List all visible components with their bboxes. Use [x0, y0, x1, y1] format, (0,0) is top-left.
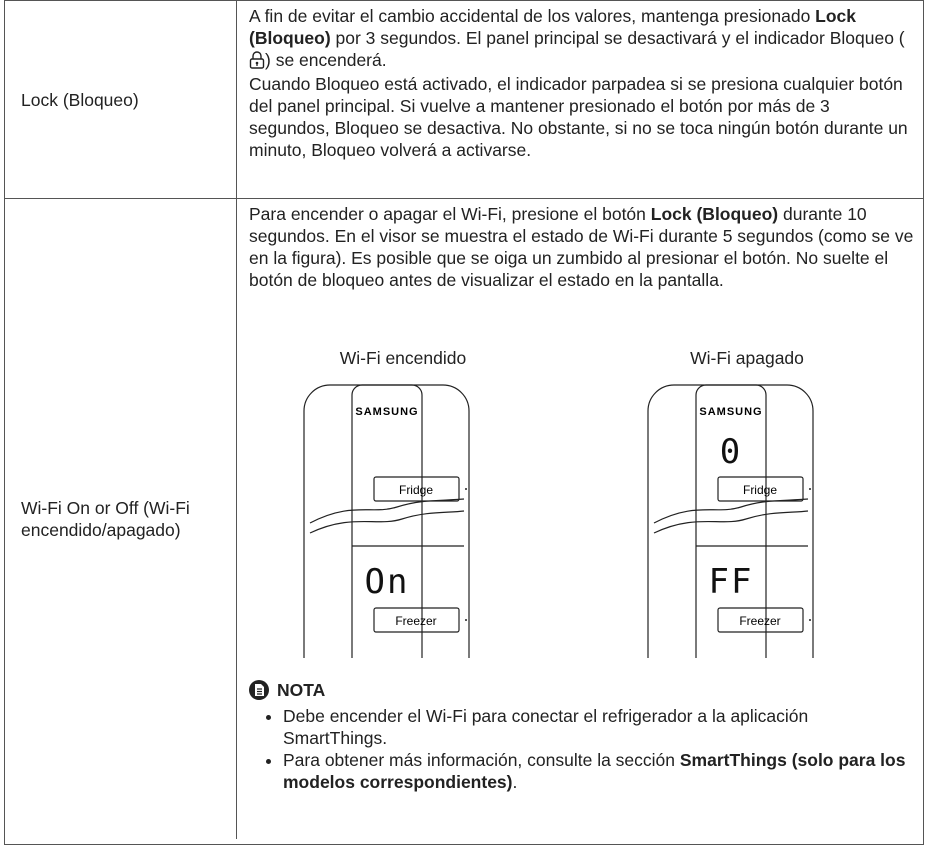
table-row: Wi-Fi On or Off (Wi-Fi encendido/apagado…: [5, 199, 923, 859]
text: Cuando Bloqueo está activado, el indicad…: [249, 74, 908, 160]
page: Lock (Bloqueo) A fin de evitar el cambio…: [0, 0, 929, 840]
note: NOTA Debe encender el Wi-Fi para conecta…: [249, 679, 915, 793]
row-label: Wi-Fi On or Off (Wi-Fi encendido/apagado…: [5, 199, 237, 839]
button: [373, 476, 460, 502]
wave: [309, 510, 465, 534]
display: On: [365, 562, 410, 602]
figure: Wi-Fi apagado SAMSUNG Fridge Freezer 0 FF: [632, 347, 862, 663]
display: FF: [709, 562, 754, 602]
row-label: Lock (Bloqueo): [5, 1, 237, 198]
bold-text: Lock (Bloqueo): [249, 6, 857, 48]
button: [717, 607, 804, 633]
text: Para encender o apagar el Wi-Fi, presion…: [249, 204, 651, 224]
button: [717, 476, 804, 502]
dot: [809, 488, 811, 490]
text: ) se encenderá.: [265, 50, 387, 70]
panel-fill: [697, 525, 765, 535]
row-description: Para encender o apagar el Wi-Fi, presion…: [249, 203, 915, 293]
button-label: Fridge: [743, 483, 777, 497]
note-item: Debe encender el Wi-Fi para conectar el …: [283, 705, 915, 749]
note-title: NOTA: [249, 679, 915, 701]
note-list: Debe encender el Wi-Fi para conectar el …: [249, 705, 915, 793]
button-label: Freezer: [739, 614, 780, 628]
display: 0: [720, 432, 742, 472]
panel-fill: [353, 525, 421, 535]
label-text: Lock (Bloqueo): [21, 89, 139, 110]
label-text: Wi-Fi On or Off (Wi-Fi encendido/apagado…: [21, 498, 190, 540]
paragraph: Para encender o apagar el Wi-Fi, presion…: [249, 203, 915, 291]
bold-text: Lock (Bloqueo): [650, 204, 779, 224]
text: durante 10 segundos. En el visor se mues…: [249, 204, 914, 290]
note-title-text: NOTA: [277, 680, 326, 700]
figure-caption: Wi-Fi apagado: [690, 348, 804, 368]
bold-text: SmartThings (solo para los modelos corre…: [283, 750, 906, 792]
note-item: Para obtener más información, consulte l…: [283, 749, 915, 793]
row-description: A fin de evitar el cambio accidental de …: [249, 5, 915, 163]
dot: [465, 619, 467, 621]
lock-icon: [249, 51, 265, 69]
text: Debe encender el Wi-Fi para conectar el …: [283, 706, 809, 748]
brand: SAMSUNG: [699, 406, 762, 418]
text: por 3 segundos. El panel principal se de…: [330, 28, 905, 48]
panel-illustration: SAMSUNG Fridge Freezer On: [303, 384, 470, 658]
table: Lock (Bloqueo) A fin de evitar el cambio…: [4, 0, 924, 845]
button: [373, 607, 460, 633]
panel-column: [695, 384, 767, 658]
dot: [809, 619, 811, 621]
button-label: Fridge: [399, 483, 433, 497]
wave: [309, 498, 465, 524]
figure: Wi-Fi encendido SAMSUNG Fridge Freezer On: [288, 347, 518, 663]
text: A fin de evitar el cambio accidental de …: [249, 6, 816, 26]
paragraph: A fin de evitar el cambio accidental de …: [249, 5, 915, 71]
wave: [653, 510, 809, 534]
dot: [465, 488, 467, 490]
brand: SAMSUNG: [355, 406, 418, 418]
panel-column: [351, 384, 423, 658]
figure-caption: Wi-Fi encendido: [339, 348, 467, 368]
text: Para obtener más información, consulte l…: [283, 750, 680, 770]
panel-illustration: SAMSUNG Fridge Freezer 0 FF: [647, 384, 814, 658]
wave: [653, 498, 809, 524]
button-label: Freezer: [395, 614, 436, 628]
text: .: [512, 772, 518, 792]
table-row: Lock (Bloqueo) A fin de evitar el cambio…: [5, 1, 923, 199]
note-icon: [249, 680, 269, 700]
paragraph: Cuando Bloqueo está activado, el indicad…: [249, 73, 915, 161]
